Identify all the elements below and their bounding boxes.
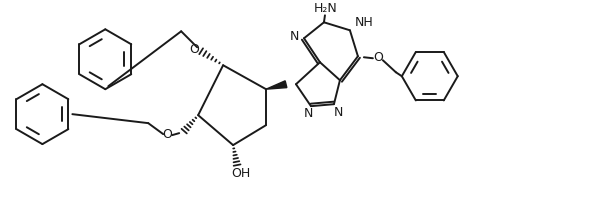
Text: N: N — [334, 106, 343, 119]
Text: O: O — [189, 43, 199, 56]
Text: N: N — [289, 30, 299, 43]
Text: H₂N: H₂N — [314, 2, 338, 15]
Text: O: O — [373, 51, 383, 64]
Polygon shape — [266, 81, 287, 89]
Text: OH: OH — [231, 166, 251, 180]
Text: NH: NH — [355, 16, 374, 29]
Text: N: N — [303, 107, 313, 120]
Text: O: O — [162, 128, 172, 141]
